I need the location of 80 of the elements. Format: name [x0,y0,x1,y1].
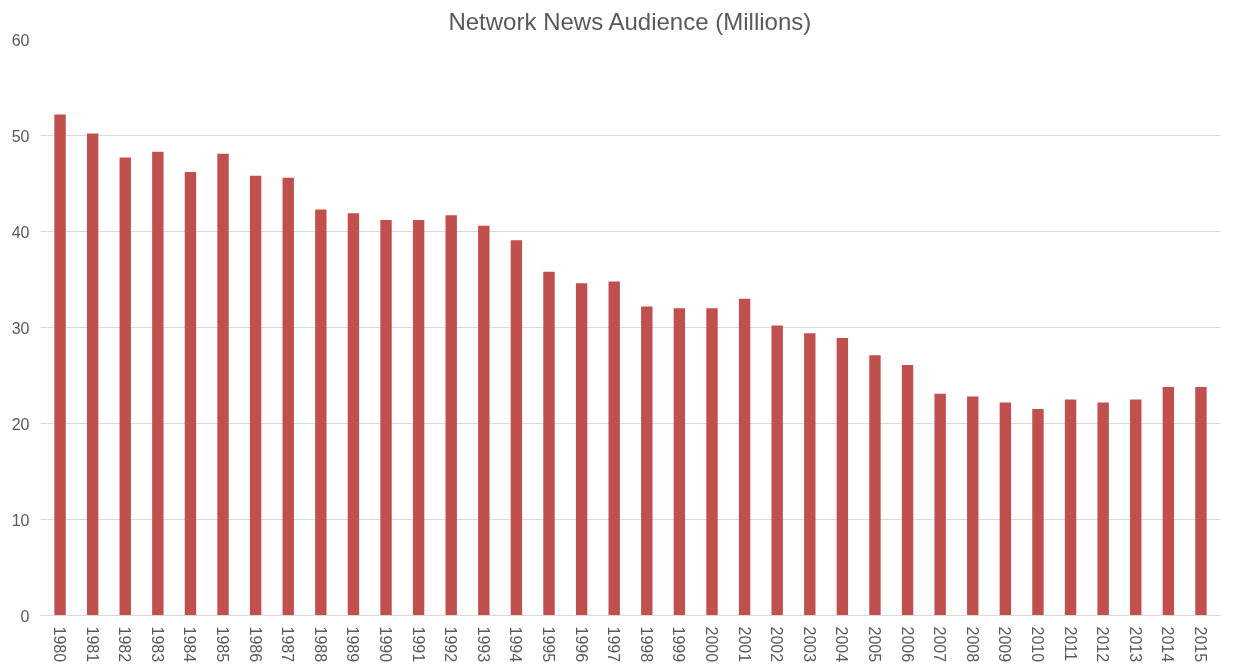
bar [510,240,523,616]
x-tick-label: 1984 [181,626,199,663]
y-tick-label: 30 [11,319,30,337]
x-tick-label: 2001 [735,626,753,663]
bar [771,325,783,616]
chart-title: Network News Audience (Millions) [448,7,812,35]
bar [315,209,327,616]
bar [608,281,620,616]
bar [184,171,197,616]
bar [738,298,751,616]
bar [380,219,392,616]
bar [934,393,946,616]
x-tick-label: 1983 [148,626,166,663]
bar [1130,399,1142,616]
x-tick-label: 2008 [963,626,981,663]
bar [152,151,164,616]
bar [869,355,881,616]
bar [217,153,229,616]
bar [543,271,555,616]
bar [1195,387,1207,616]
bar [249,175,262,616]
bar [1032,409,1044,616]
x-tick-label: 2007 [931,626,949,663]
bar [86,133,99,616]
x-tick-label: 2009 [996,626,1014,663]
x-tick-label: 1992 [442,626,460,663]
x-tick-label: 1987 [279,626,297,663]
x-tick-label: 2010 [1028,626,1046,663]
bar [347,213,360,616]
x-tick-label: 1985 [214,626,232,663]
x-tick-label: 2002 [768,626,786,663]
bar [706,308,718,616]
bar [1097,402,1109,616]
x-tick-label: 1989 [344,626,362,663]
x-tick-label: 1980 [51,626,69,663]
x-tick-label: 1998 [637,626,655,663]
x-tick-label: 1994 [507,626,525,663]
bar [119,157,131,616]
x-tick-label: 1982 [116,626,134,663]
x-tick-label: 1986 [246,626,264,663]
bar [1162,387,1175,616]
x-tick-label: 2006 [898,626,916,663]
bar [641,306,653,616]
x-tick-label: 2000 [702,626,720,663]
x-tick-label: 2003 [800,626,818,663]
y-tick-label: 0 [20,607,30,625]
x-tick-label: 1996 [572,626,590,663]
y-tick-label: 50 [11,127,30,145]
bar [901,364,914,616]
bar [804,333,816,616]
y-tick-label: 60 [11,31,30,49]
bar [673,308,686,616]
bar [54,114,66,616]
x-tick-label: 2004 [833,626,851,663]
y-tick-label: 40 [11,223,30,241]
x-tick-label: 2011 [1061,626,1079,662]
x-tick-label: 2015 [1191,626,1209,663]
bar [282,177,294,616]
bar [967,396,979,616]
bar [999,402,1012,616]
y-tick-label: 10 [11,511,30,529]
x-tick-label: 1999 [670,626,688,663]
bar [412,219,425,616]
x-tick-label: 1997 [605,626,623,663]
x-tick-label: 1993 [474,626,492,663]
y-tick-label: 20 [11,415,30,433]
bar [445,215,457,616]
x-tick-label: 1990 [377,626,395,663]
bar [575,283,588,616]
x-tick-label: 2005 [865,626,883,663]
bar [478,225,490,616]
x-tick-label: 1995 [540,626,558,663]
x-tick-label: 1988 [311,626,329,663]
x-tick-label: 1991 [409,626,427,663]
bar [836,338,849,616]
x-tick-label: 2014 [1159,626,1177,663]
x-tick-label: 2013 [1126,626,1144,663]
x-tick-label: 2012 [1094,626,1112,663]
bar [1064,399,1077,616]
x-tick-label: 1981 [83,626,101,663]
